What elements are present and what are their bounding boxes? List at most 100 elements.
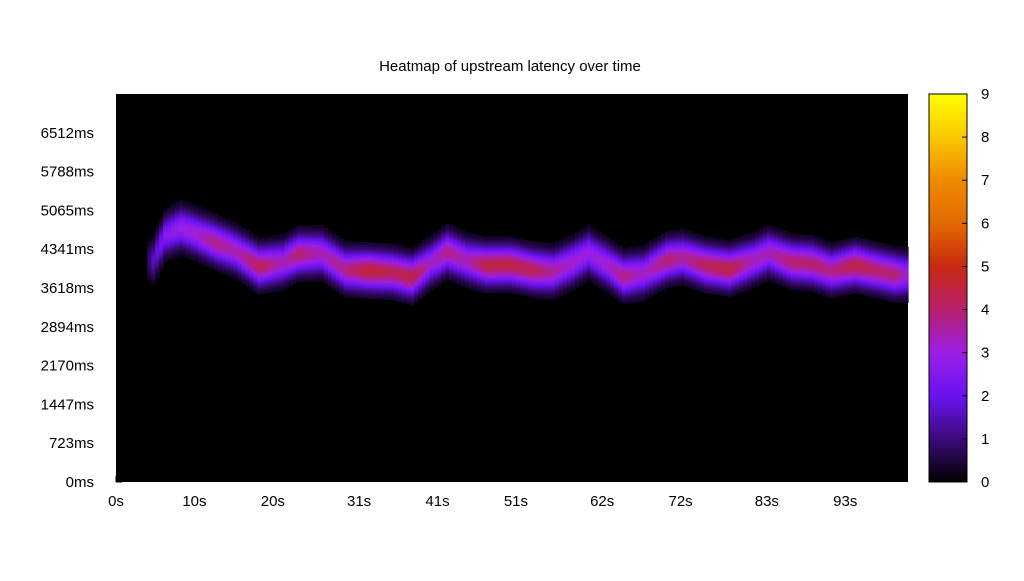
heatmap-cell [641,292,646,295]
heatmap-cell [696,245,701,248]
heatmap-cell [778,276,784,280]
heatmap-cell [496,245,501,248]
heatmap-cell [488,279,493,283]
heatmap-cell [766,228,772,232]
heatmap-cell [159,230,164,234]
heatmap-cell [468,243,474,247]
heatmap-cell [531,243,537,247]
heatmap-cell [476,252,482,255]
heatmap-cell [743,243,748,247]
heatmap-cell [276,271,282,275]
heatmap-cell [166,216,172,219]
heatmap-cell [782,250,788,253]
heatmap-cell [582,237,588,241]
heatmap-cell [570,245,576,248]
heatmap-cell [221,251,227,255]
heatmap-cell [449,263,454,267]
heatmap-cell [743,284,748,288]
heatmap-cell [445,251,450,255]
heatmap-cell [406,273,411,277]
heatmap-cell [617,256,623,259]
heatmap-cell [433,285,439,288]
heatmap-cell [700,280,705,284]
heatmap-cell [445,255,450,259]
heatmap-cell [457,252,462,256]
heatmap-cell [402,257,407,261]
heatmap-cell [480,281,486,284]
heatmap-cell [888,281,893,285]
heatmap-cell [645,268,650,272]
heatmap-cell [390,267,395,271]
heatmap-cell [543,259,548,263]
heatmap-cell [312,276,317,280]
heatmap-cell [755,260,760,264]
heatmap-cell [159,265,164,268]
heatmap-cell [472,268,478,272]
heatmap-cell [790,233,795,237]
heatmap-cell [562,242,568,245]
heatmap-cell [178,208,184,211]
heatmap-cell [155,273,160,276]
heatmap-cell [613,291,619,295]
heatmap-cell [794,261,799,265]
heatmap-cell [559,267,564,271]
heatmap-cell [574,283,580,287]
heatmap-cell [790,235,795,239]
heatmap-cell [531,250,537,254]
heatmap-cell [798,277,803,281]
heatmap-cell [766,269,772,273]
heatmap-cell [774,257,780,261]
heatmap-cell [472,287,478,291]
heatmap-cell [547,292,552,296]
heatmap-cell [335,253,341,256]
heatmap-cell [641,266,646,270]
heatmap-cell [711,261,717,265]
heatmap-cell [253,286,258,290]
heatmap-cell [590,267,595,271]
heatmap-cell [653,279,658,282]
heatmap-cell [421,259,427,263]
heatmap-cell [649,274,654,278]
heatmap-cell [817,246,823,250]
heatmap-cell [786,279,791,283]
heatmap-cell [327,269,333,272]
heatmap-cell [268,272,274,276]
heatmap-cell [566,253,572,256]
heatmap-cell [629,298,635,302]
heatmap-cell [625,277,631,281]
heatmap-cell [825,240,831,244]
heatmap-cell [845,247,850,251]
heatmap-cell [743,237,748,240]
heatmap-cell [845,245,850,248]
heatmap-cell [519,249,525,253]
heatmap-cell [355,273,360,277]
heatmap-cell [476,247,482,251]
heatmap-cell [159,267,164,270]
heatmap-cell [417,292,423,296]
heatmap-cell [566,289,572,293]
heatmap-cell [190,225,196,229]
heatmap-cell [441,273,446,277]
heatmap-cell [778,244,784,247]
heatmap-cell [821,260,827,264]
heatmap-cell [472,261,478,265]
heatmap-cell [562,237,568,241]
heatmap-cell [237,231,243,235]
heatmap-cell [217,267,223,271]
heatmap-cell [519,277,525,281]
heatmap-cell [484,275,490,279]
heatmap-cell [241,279,246,282]
heatmap-cell [343,286,348,290]
heatmap-cell [570,240,576,244]
heatmap-cell [335,270,341,273]
heatmap-cell [257,276,262,280]
heatmap-cell [884,295,889,299]
heatmap-cell [782,254,788,258]
heatmap-cell [606,236,611,240]
heatmap-cell [170,214,176,217]
heatmap-cell [319,235,325,239]
heatmap-cell [868,294,874,297]
heatmap-cell [406,262,411,266]
heatmap-cell [582,263,588,267]
heatmap-cell [394,257,399,261]
